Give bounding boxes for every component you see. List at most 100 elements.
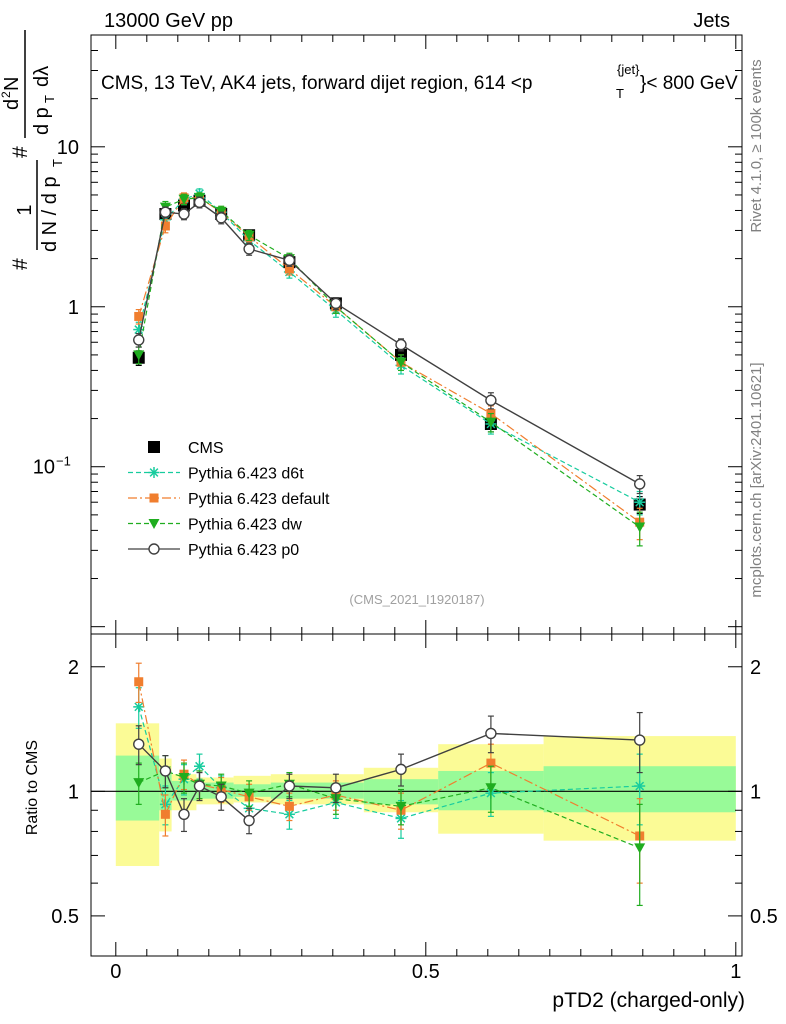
- data-point: [284, 801, 294, 811]
- legend-label: CMS: [188, 440, 224, 457]
- data-point: [243, 243, 255, 255]
- legend-item: Pythia 6.423 dw: [128, 517, 302, 534]
- data-point: [193, 196, 206, 208]
- ylabel-hash1: #: [9, 258, 32, 270]
- x-tick-label: 0: [110, 961, 121, 983]
- marker-shape: [330, 297, 342, 310]
- marker-shape: [134, 702, 144, 712]
- main-y-label: # 1 d N / d p T # d 2 N d p T dλ: [0, 30, 65, 270]
- series-pythia-6-423-p0: [133, 711, 646, 835]
- marker-shape: [395, 338, 407, 351]
- legend-marker: [148, 543, 160, 555]
- ylabel-num-rest: N: [1, 77, 23, 91]
- marker-shape: [634, 522, 646, 533]
- data-point: [178, 208, 190, 220]
- ylabel-hash2: #: [9, 146, 32, 158]
- legend-marker: [148, 519, 160, 529]
- data-point: [215, 791, 227, 803]
- data-point: [159, 765, 172, 777]
- series-pythia-6-423-default: [134, 192, 645, 541]
- data-point: [134, 677, 144, 687]
- data-point: [330, 782, 342, 794]
- data-point: [193, 780, 206, 792]
- ylabel-one: 1: [14, 204, 36, 215]
- marker-shape: [330, 782, 342, 794]
- data-point: [485, 394, 497, 407]
- x-tick-label: 0.5: [412, 961, 440, 983]
- data-point: [133, 738, 145, 750]
- data-point: [283, 780, 296, 792]
- marker-shape: [134, 677, 144, 687]
- main-y-tick-label: 10: [57, 137, 79, 159]
- data-point: [395, 338, 407, 351]
- data-point: [634, 522, 646, 533]
- marker-shape: [395, 763, 407, 776]
- marker-shape: [159, 206, 172, 218]
- marker-shape: [178, 773, 190, 784]
- data-point: [283, 254, 296, 267]
- marker-shape: [485, 394, 497, 407]
- header-left: 13000 GeV pp: [104, 10, 233, 32]
- x-axis-label: pTD2 (charged-only): [552, 989, 745, 1012]
- legend-label: Pythia 6.423 p0: [188, 542, 299, 559]
- legend-marker: [148, 441, 160, 453]
- main-y-tick-label: 10: [33, 457, 55, 479]
- data-point: [243, 814, 255, 827]
- ratio-y-tick-label: 1: [68, 781, 79, 803]
- ratio-y-tick-label: 2: [68, 657, 79, 679]
- plot-title-sup: {jet}: [617, 62, 640, 77]
- plot-title-end: }< 800 GeV: [640, 73, 738, 94]
- marker-shape: [283, 780, 296, 792]
- data-point: [395, 763, 407, 776]
- plot-title: CMS, 13 TeV, AK4 jets, forward dijet reg…: [101, 62, 738, 101]
- marker-shape: [149, 493, 159, 503]
- marker-shape: [395, 357, 407, 368]
- marker-shape: [634, 843, 646, 854]
- marker-shape: [284, 264, 294, 274]
- data-point: [159, 206, 172, 218]
- rivet-label: Rivet 4.1.0, ≥ 100k events: [748, 59, 765, 232]
- marker-shape: [149, 468, 159, 477]
- data-point: [485, 727, 497, 740]
- marker-shape: [485, 783, 497, 794]
- ratio-y-ticks: 2 2 1 1 0.5 0.5: [51, 657, 778, 957]
- data-point: [133, 778, 145, 789]
- marker-shape: [133, 738, 145, 750]
- main-y-tick-label-sup: −1: [56, 454, 71, 469]
- legend-marker: [148, 467, 160, 478]
- data-point: [133, 701, 145, 713]
- ylabel-den2: d p: [31, 107, 53, 135]
- legend-label: Pythia 6.423 dw: [188, 517, 302, 534]
- data-point: [243, 230, 255, 241]
- ratio-y-label: Ratio to CMS: [24, 740, 41, 835]
- plot-title-sub: T: [616, 86, 624, 101]
- marker-shape: [486, 758, 496, 768]
- data-point: [194, 760, 205, 772]
- marker-shape: [634, 478, 646, 490]
- data-point: [134, 311, 144, 321]
- marker-shape: [133, 334, 145, 346]
- marker-shape: [215, 791, 227, 803]
- marker-shape: [243, 230, 255, 241]
- marker-shape: [485, 727, 497, 740]
- ylabel-den: d N / d p: [39, 176, 61, 252]
- data-point: [634, 843, 646, 854]
- marker-shape: [193, 196, 206, 208]
- marker-shape: [635, 781, 645, 791]
- data-point: [178, 808, 190, 821]
- legend-item: Pythia 6.423 default: [128, 491, 330, 508]
- marker-shape: [283, 254, 296, 267]
- marker-shape: [178, 808, 190, 821]
- marker-shape: [243, 788, 255, 799]
- legend: CMS Pythia 6.423 d6t Pythia 6.423 default P…: [128, 440, 330, 559]
- data-point: [243, 788, 255, 799]
- legend-item: CMS: [148, 440, 224, 457]
- main-y-tick-label: 1: [68, 297, 79, 319]
- ratio-y-tick-label-right: 1: [750, 781, 761, 803]
- main-series: [132, 188, 646, 547]
- mcplots-label: mcplots.cern.ch [arXiv:2401.10621]: [748, 362, 765, 597]
- data-point: [634, 478, 646, 490]
- marker-shape: [243, 814, 255, 827]
